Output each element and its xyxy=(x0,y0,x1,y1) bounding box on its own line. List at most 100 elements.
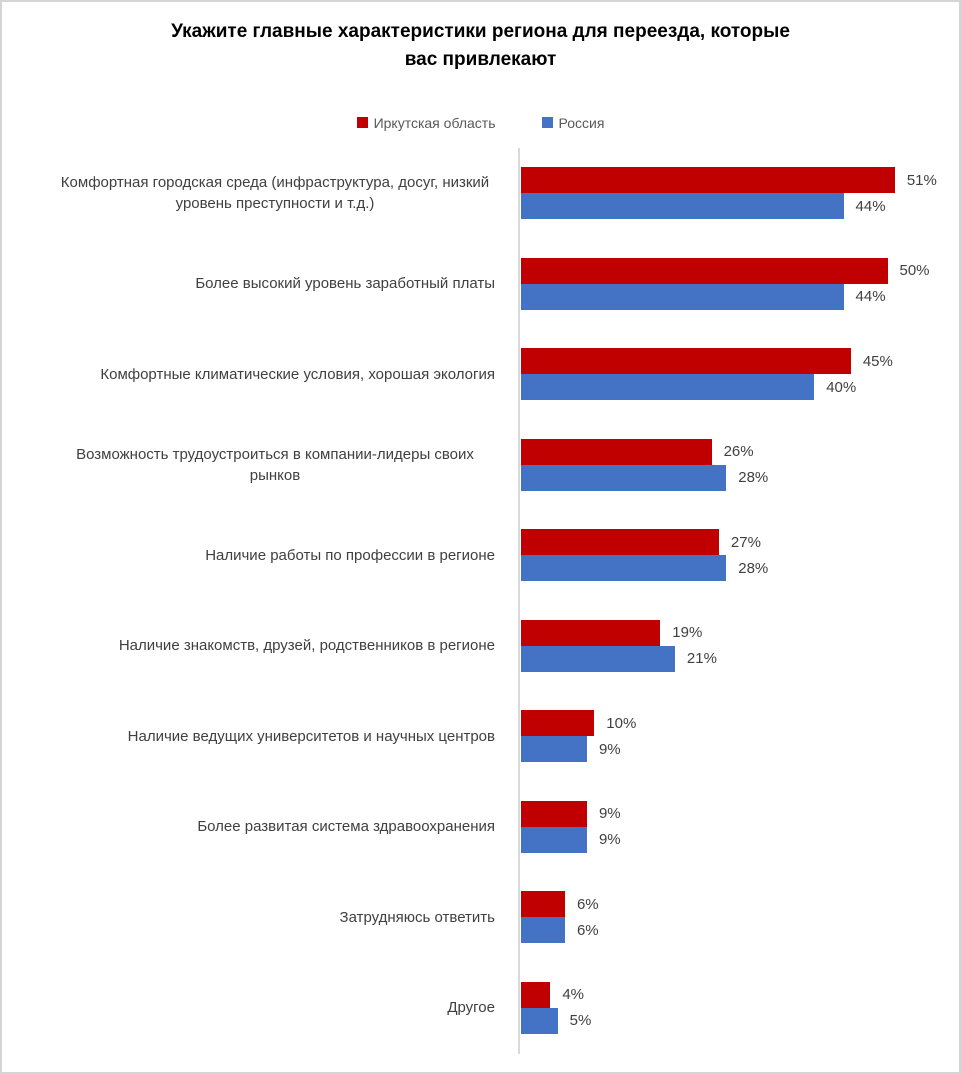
chart-row: Комфортная городская среда (инфраструкту… xyxy=(2,148,959,239)
legend: Иркутская область Россия xyxy=(2,114,959,131)
bar-irkutsk-oblast xyxy=(521,981,551,1008)
legend-item-russia: Россия xyxy=(541,114,605,131)
bar-russia xyxy=(521,1007,558,1034)
data-label: 19% xyxy=(672,624,703,642)
data-label: 44% xyxy=(855,288,886,306)
bar-russia xyxy=(521,917,565,944)
category-label-cell: Комфортная городская среда (инфраструкту… xyxy=(2,172,507,214)
chart-row: Более высокий уровень заработный платы 50… xyxy=(2,239,959,330)
data-label: 27% xyxy=(730,533,761,551)
data-label: 51% xyxy=(906,171,937,189)
bars-group: 6% 6% xyxy=(507,891,959,944)
category-label-cell: Затрудняюсь ответить xyxy=(2,907,507,928)
data-label: 10% xyxy=(606,714,637,732)
category-axis-line xyxy=(518,148,520,1054)
data-label: 28% xyxy=(738,469,769,487)
bar-russia xyxy=(521,645,675,672)
category-label-cell: Возможность трудоустроиться в компании-л… xyxy=(2,444,507,486)
category-label-cell: Более высокий уровень заработный платы xyxy=(2,273,507,294)
legend-label-irkutsk-oblast: Иркутская область xyxy=(373,114,496,131)
data-label: 50% xyxy=(899,262,930,280)
bar-line: 51% xyxy=(521,167,959,194)
data-label: 45% xyxy=(862,352,893,370)
bar-line: 26% xyxy=(521,438,959,465)
data-label: 9% xyxy=(598,831,621,849)
bar-irkutsk-oblast xyxy=(521,348,851,375)
bar-line: 4% xyxy=(521,981,959,1008)
bars-group: 10% 9% xyxy=(507,710,959,763)
bars-group: 27% 28% xyxy=(507,529,959,582)
bar-line: 44% xyxy=(521,283,959,310)
data-label: 9% xyxy=(598,740,621,758)
data-label: 28% xyxy=(738,559,769,577)
category-label-cell: Наличие знакомств, друзей, родственников… xyxy=(2,635,507,656)
bar-line: 27% xyxy=(521,529,959,556)
data-label: 6% xyxy=(576,895,599,913)
category-label-cell: Комфортные климатические условия, хороша… xyxy=(2,364,507,385)
bar-line: 9% xyxy=(521,826,959,853)
category-label: Наличие работы по профессии в регионе xyxy=(205,546,495,564)
data-label: 26% xyxy=(723,443,754,461)
bar-russia xyxy=(521,193,844,220)
bar-irkutsk-oblast xyxy=(521,167,895,194)
category-label-cell: Другое xyxy=(2,997,507,1018)
data-label: 9% xyxy=(598,805,621,823)
bar-line: 45% xyxy=(521,348,959,375)
bar-line: 50% xyxy=(521,257,959,284)
bar-line: 6% xyxy=(521,917,959,944)
bar-line: 6% xyxy=(521,891,959,918)
legend-swatch-red-icon xyxy=(356,117,368,128)
chart-rows: Комфортная городская среда (инфраструкту… xyxy=(2,148,959,1053)
bar-russia xyxy=(521,826,587,853)
chart-row: Другое 4% 5% xyxy=(2,963,959,1054)
data-label: 40% xyxy=(826,378,857,396)
category-label-cell: Наличие работы по профессии в регионе xyxy=(2,545,507,566)
category-label: Комфортные климатические условия, хороша… xyxy=(100,365,495,383)
bar-russia xyxy=(521,736,587,763)
data-label: 44% xyxy=(855,197,886,215)
chart-row: Затрудняюсь ответить 6% 6% xyxy=(2,872,959,963)
bar-line: 44% xyxy=(521,193,959,220)
bar-line: 19% xyxy=(521,619,959,646)
legend-label-russia: Россия xyxy=(558,114,605,131)
category-label: Возможность трудоустроиться в компании-л… xyxy=(76,445,474,484)
bar-line: 28% xyxy=(521,464,959,491)
chart-title: Укажите главные характеристики региона д… xyxy=(72,18,889,74)
bars-group: 9% 9% xyxy=(507,800,959,853)
bar-irkutsk-oblast xyxy=(521,257,888,284)
data-label: 4% xyxy=(562,986,584,1004)
category-label: Более развитая система здравоохранения xyxy=(197,818,495,836)
bar-line: 9% xyxy=(521,736,959,763)
bar-irkutsk-oblast xyxy=(521,800,587,827)
bars-group: 4% 5% xyxy=(507,981,959,1034)
category-label-cell: Более развитая система здравоохранения xyxy=(2,816,507,837)
bar-irkutsk-oblast xyxy=(521,891,565,918)
category-label: Наличие ведущих университетов и научных … xyxy=(127,727,495,745)
bar-chart-plot-area: Комфортная городская среда (инфраструкту… xyxy=(2,148,959,1054)
category-label-cell: Наличие ведущих университетов и научных … xyxy=(2,726,507,747)
bar-line: 9% xyxy=(521,800,959,827)
bars-group: 45% 40% xyxy=(507,348,959,401)
chart-title-line2: вас привлекают xyxy=(404,49,557,70)
bar-irkutsk-oblast xyxy=(521,710,595,737)
legend-swatch-blue-icon xyxy=(541,117,553,128)
legend-item-irkutsk-oblast: Иркутская область xyxy=(356,114,496,131)
bar-irkutsk-oblast xyxy=(521,438,712,465)
category-label: Более высокий уровень заработный платы xyxy=(195,275,495,293)
bar-line: 10% xyxy=(521,710,959,737)
bars-group: 50% 44% xyxy=(507,257,959,310)
bar-line: 40% xyxy=(521,374,959,401)
bar-line: 5% xyxy=(521,1007,959,1034)
bars-group: 19% 21% xyxy=(507,619,959,672)
category-label: Наличие знакомств, друзей, родственников… xyxy=(118,637,495,655)
bar-russia xyxy=(521,555,727,582)
bar-russia xyxy=(521,283,844,310)
bar-russia xyxy=(521,374,815,401)
chart-row: Комфортные климатические условия, хороша… xyxy=(2,329,959,420)
bar-irkutsk-oblast xyxy=(521,619,661,646)
data-label: 6% xyxy=(576,921,599,939)
bar-line: 21% xyxy=(521,645,959,672)
chart-title-line1: Укажите главные характеристики региона д… xyxy=(171,21,790,42)
data-label: 21% xyxy=(686,650,717,668)
chart-row: Наличие ведущих университетов и научных … xyxy=(2,691,959,782)
